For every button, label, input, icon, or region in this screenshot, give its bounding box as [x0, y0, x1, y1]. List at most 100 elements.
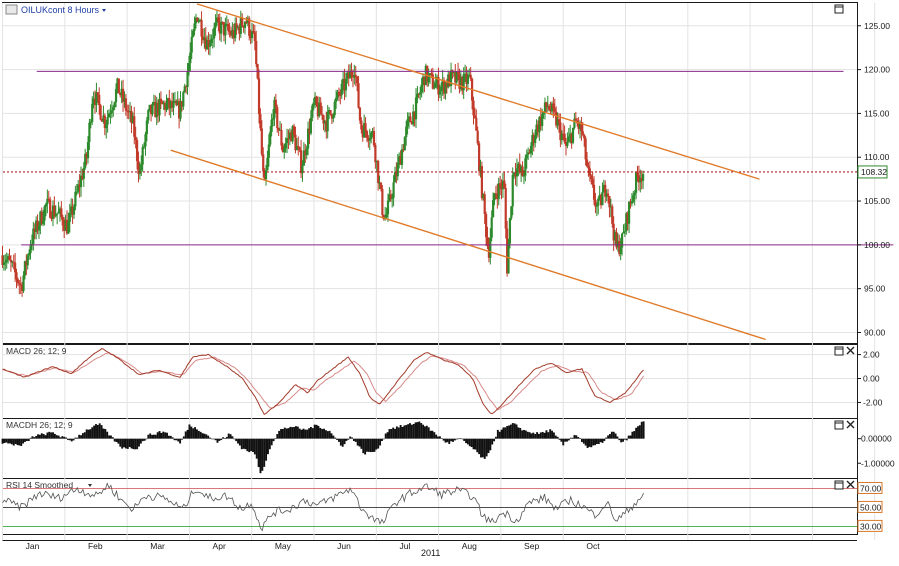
window-menu-icon[interactable] [5, 4, 18, 15]
candle-body [58, 208, 62, 212]
chart-title[interactable]: OILUKcont 8 Hours [21, 5, 100, 15]
close-icon[interactable] [846, 346, 855, 355]
candle-body [107, 113, 111, 118]
candle-body [393, 172, 397, 183]
candle-body [350, 70, 353, 76]
candle-body [319, 102, 322, 115]
macdh-bar [502, 427, 505, 439]
candle-body [335, 97, 338, 102]
candle-body [228, 30, 231, 32]
macdh-bar [83, 432, 86, 439]
candle-body [173, 100, 177, 102]
candle-body [8, 256, 11, 260]
macd-tick-label: -2.00 [863, 397, 883, 407]
rsi-title[interactable]: RSI 14 Smoothed [6, 480, 73, 490]
candle-body [171, 101, 174, 108]
axis-labels: Jan Feb Mar Apr May Jun Jul Aug Sep Oct 125.00 120.… [26, 21, 895, 551]
candle-body [28, 253, 31, 256]
maximize-icon[interactable] [834, 480, 844, 490]
candle-body [570, 133, 573, 143]
candle-body [567, 136, 570, 142]
candle-body [133, 116, 136, 137]
candle-body [185, 86, 188, 88]
candle-body [158, 98, 161, 116]
macdh-series [1, 421, 645, 474]
macdh-bar [409, 423, 411, 439]
candle-body [442, 80, 446, 94]
macd-panel-controls[interactable] [834, 346, 855, 356]
candle-body [372, 131, 376, 146]
candle-body [242, 25, 245, 28]
candle-body [142, 146, 146, 148]
macdh-bar [369, 438, 372, 453]
macdh-bar [495, 436, 497, 439]
macdh-bar [438, 436, 441, 439]
macdh-bar [366, 438, 368, 452]
close-icon[interactable] [846, 420, 855, 429]
macdh-bar [18, 438, 21, 446]
candle-body [364, 123, 367, 132]
macdh-bar [3, 438, 6, 443]
symbol-selector[interactable]: OILUKcont 8 Hours [5, 4, 106, 15]
candle-body [12, 261, 15, 263]
macdh-bar [354, 438, 357, 442]
candle-body [121, 88, 125, 102]
macdh-bar [319, 427, 322, 439]
candle-body [208, 42, 212, 47]
macdh-bar [395, 426, 398, 439]
chevron-down-icon[interactable] [102, 9, 106, 12]
candle-body [78, 184, 81, 188]
macdh-bar [485, 438, 488, 457]
macdh-bar [252, 438, 254, 452]
macdh-bar [511, 423, 514, 439]
rsi-panel-controls[interactable] [834, 480, 855, 490]
candle-body [290, 132, 293, 142]
macdh-bar [493, 438, 496, 442]
macdh-panel-controls[interactable] [834, 420, 855, 430]
maximize-icon[interactable] [834, 420, 844, 430]
macdh-bar [397, 427, 400, 439]
rsi-line [2, 482, 644, 532]
candle-body [507, 243, 510, 274]
macdh-bar [229, 434, 232, 439]
macdh-bar [584, 438, 587, 446]
macdh-bar [248, 438, 251, 453]
macdh-bar [311, 428, 314, 439]
rsi-tick-label: 50.00 [860, 502, 882, 512]
macdh-bar [328, 430, 331, 439]
candle-body [622, 231, 625, 234]
candle-body [581, 131, 584, 135]
macdh-bar [640, 421, 643, 439]
candle-body [149, 104, 153, 115]
candle-body [371, 131, 374, 133]
candle-body [213, 27, 216, 39]
candle-body [639, 178, 642, 183]
candle-body [190, 36, 193, 53]
candle-body [152, 101, 155, 104]
candle-body [332, 115, 335, 119]
candle-body [625, 213, 628, 232]
rsi-dropdown-icon[interactable] [88, 484, 92, 487]
macdh-bar [595, 438, 598, 445]
candle-body [497, 183, 500, 200]
macdh-bar [164, 432, 167, 439]
macdh-bar [466, 438, 469, 445]
price-panel-controls[interactable] [834, 4, 844, 14]
candle-body [597, 198, 600, 206]
candle-body [280, 129, 283, 146]
macdh-bar [418, 421, 421, 439]
macdh-bar [352, 438, 355, 442]
candle-body [356, 76, 359, 84]
macdh-bar [577, 436, 580, 439]
maximize-icon[interactable] [834, 4, 844, 14]
candle-body [336, 91, 339, 98]
candle-body [328, 110, 331, 113]
macdh-bar [27, 438, 30, 442]
candle-body [65, 219, 69, 234]
candle-body [550, 103, 554, 112]
candle-body [154, 101, 157, 118]
maximize-icon[interactable] [834, 346, 844, 356]
close-icon[interactable] [846, 480, 855, 489]
candle-body [503, 180, 506, 188]
candle-body [71, 206, 74, 215]
